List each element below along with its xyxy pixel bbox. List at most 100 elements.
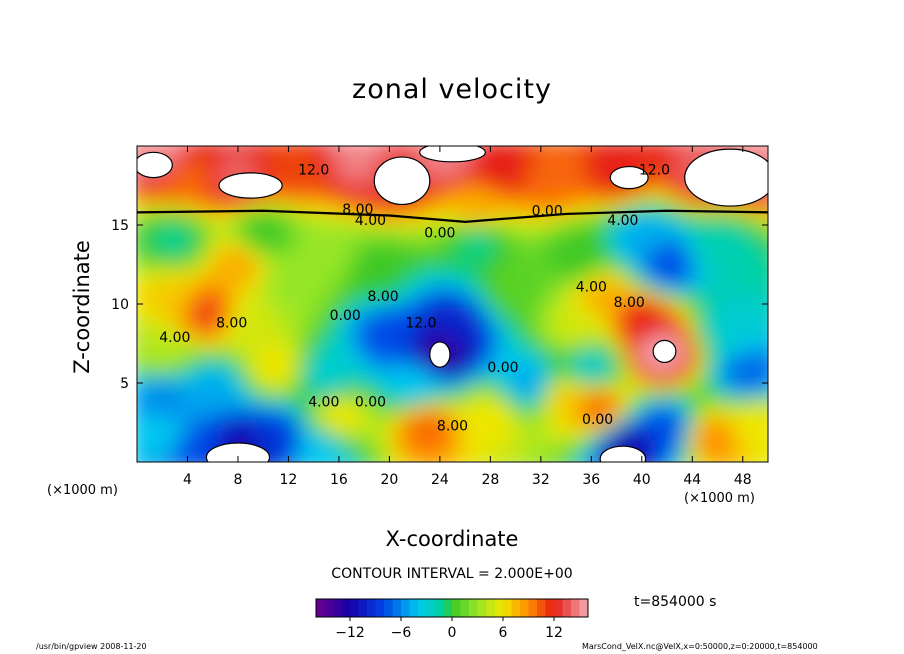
field-cell [215,314,222,321]
field-cell [635,266,642,273]
field-cell [395,368,402,375]
field-cell [287,152,294,159]
field-cell [689,338,696,345]
field-cell [371,380,378,387]
field-cell [485,176,492,183]
field-cell [521,338,528,345]
field-cell [467,272,474,279]
field-cell [161,248,168,255]
field-cell [335,230,342,237]
field-cell [227,344,234,351]
field-cell [365,332,372,339]
field-cell [551,314,558,321]
field-cell [593,254,600,261]
field-cell [593,380,600,387]
field-cell [509,380,516,387]
field-cell [569,386,576,393]
field-cell [311,314,318,321]
field-cell [479,188,486,195]
field-cell [149,374,156,381]
field-cell [761,356,768,363]
field-cell [665,272,672,279]
field-cell [689,200,696,207]
field-cell [245,410,252,417]
field-cell [365,230,372,237]
field-cell [653,206,660,213]
field-cell [431,296,438,303]
field-cell [689,218,696,225]
field-cell [431,368,438,375]
field-cell [317,284,324,291]
field-cell [689,350,696,357]
field-cell [341,176,348,183]
field-cell [581,410,588,417]
field-cell [485,200,492,207]
field-cell [569,356,576,363]
field-cell [419,272,426,279]
field-cell [773,284,780,291]
field-cell [659,212,666,219]
field-cell [425,230,432,237]
field-cell [773,350,780,357]
field-cell [323,332,330,339]
field-cell [497,212,504,219]
field-cell [707,314,714,321]
field-cell [491,398,498,405]
field-cell [203,326,210,333]
field-cell [545,290,552,297]
field-cell [449,368,456,375]
field-cell [281,152,288,159]
field-cell [569,338,576,345]
field-cell [407,206,414,213]
field-cell [155,200,162,207]
field-cell [365,380,372,387]
field-cell [317,146,324,153]
field-cell [323,290,330,297]
field-cell [185,242,192,249]
field-cell [539,308,546,315]
field-cell [317,386,324,393]
field-cell [461,212,468,219]
field-cell [437,284,444,291]
field-cell [299,212,306,219]
field-cell [143,326,150,333]
field-cell [641,332,648,339]
field-cell [611,272,618,279]
field-cell [257,350,264,357]
field-cell [167,392,174,399]
field-cell [611,404,618,411]
field-cell [611,374,618,381]
field-cell [575,320,582,327]
field-cell [299,320,306,327]
field-cell [173,224,180,231]
field-cell [707,326,714,333]
field-cell [677,254,684,261]
field-cell [713,206,720,213]
field-cell [287,266,294,273]
field-cell [503,260,510,267]
field-cell [749,146,756,153]
field-cell [551,332,558,339]
field-cell [281,206,288,213]
field-cell [443,296,450,303]
field-cell [323,272,330,279]
field-cell [215,308,222,315]
field-cell [581,308,588,315]
field-cell [545,176,552,183]
field-cell [599,290,606,297]
field-cell [617,206,624,213]
field-cell [299,230,306,237]
field-cell [167,170,174,177]
field-cell [341,212,348,219]
field-cell [143,314,150,321]
field-cell [719,392,726,399]
field-cell [533,188,540,195]
field-cell [515,146,522,153]
field-cell [665,320,672,327]
field-cell [497,338,504,345]
field-cell [215,266,222,273]
field-cell [755,374,762,381]
field-cell [755,260,762,267]
field-cell [503,392,510,399]
field-cell [569,158,576,165]
